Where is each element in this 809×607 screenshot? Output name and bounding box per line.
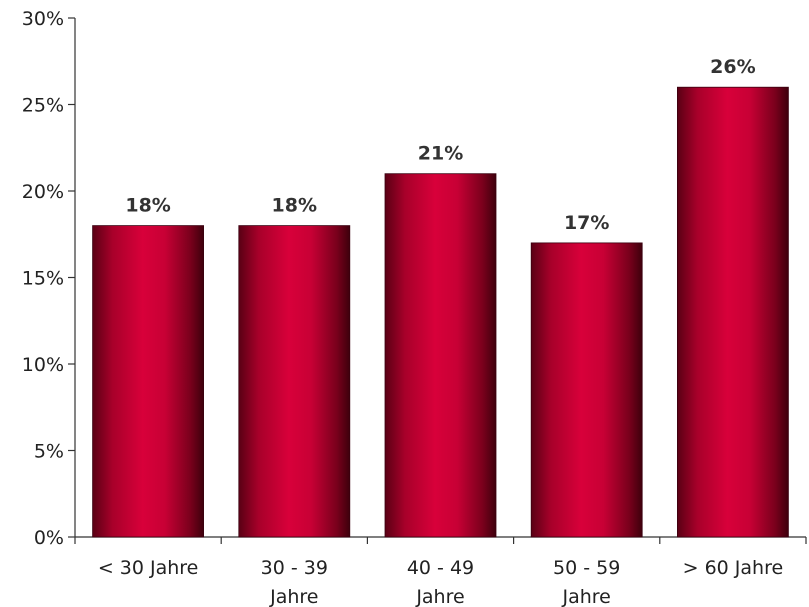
x-category-label: 50 - 59 [553, 557, 620, 579]
x-category-label: 30 - 39 [261, 557, 328, 579]
x-category-label: < 30 Jahre [98, 557, 199, 579]
bar [677, 86, 789, 538]
y-tick-label: 25% [22, 95, 64, 117]
y-tick-label: 5% [34, 441, 64, 463]
data-label: 21% [418, 143, 463, 165]
y-tick-label: 15% [22, 268, 64, 290]
bar [384, 173, 497, 538]
labels: 18% < 30 Jahre 18% 30 - 39 Jahre 21% 40 - 49 Ja… [98, 56, 783, 607]
bar [92, 225, 204, 538]
x-category-label: 40 - 49 [407, 557, 474, 579]
x-category-label: > 60 Jahre [683, 557, 784, 579]
y-tick-label: 0% [34, 527, 64, 549]
bars [92, 86, 789, 538]
x-category-label: Jahre [562, 586, 611, 607]
x-category-label: Jahre [269, 586, 318, 607]
bar [238, 225, 351, 538]
y-tick-label: 20% [22, 181, 64, 203]
y-tick-label: 30% [22, 8, 64, 30]
bar [530, 242, 643, 538]
data-label: 18% [272, 195, 317, 217]
data-label: 26% [710, 56, 755, 78]
data-label: 17% [564, 212, 609, 234]
y-tick-label: 10% [22, 354, 64, 376]
data-label: 18% [125, 195, 170, 217]
x-category-label: Jahre [415, 586, 464, 607]
